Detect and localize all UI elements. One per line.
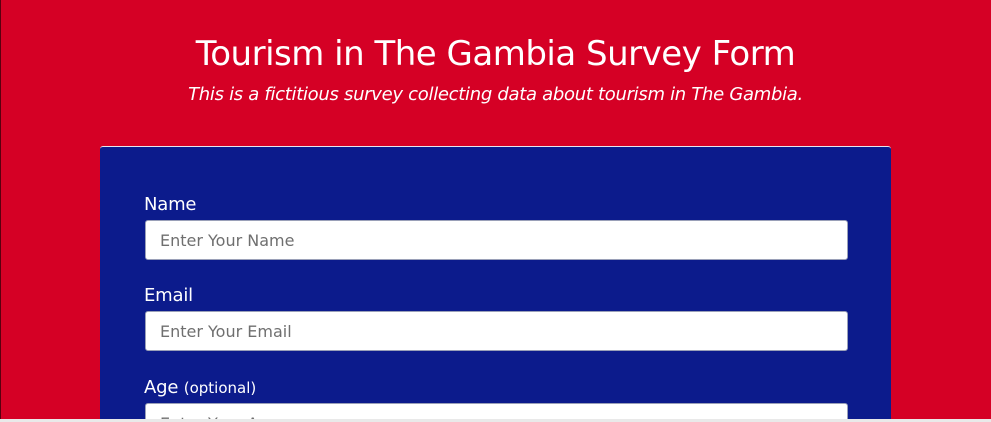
email-label-text: Email (144, 285, 193, 306)
name-label: Name (144, 194, 197, 216)
email-label: Email (144, 285, 193, 307)
age-optional-note: (optional) (183, 379, 257, 397)
page-description: This is a fictitious survey collecting d… (188, 84, 803, 105)
page-title: Tourism in The Gambia Survey Form (195, 34, 796, 74)
window-edge (0, 0, 1, 422)
age-label-text: Age (144, 377, 179, 398)
age-label: Age (optional) (144, 377, 256, 399)
email-input[interactable] (145, 311, 848, 351)
window-bottom-edge (0, 419, 991, 422)
name-label-text: Name (144, 194, 197, 215)
name-input[interactable] (145, 220, 848, 260)
page-header: Tourism in The Gambia Survey Form This i… (0, 30, 991, 108)
age-input[interactable] (145, 403, 848, 422)
survey-form: Name Email Age (optional) (100, 146, 891, 422)
